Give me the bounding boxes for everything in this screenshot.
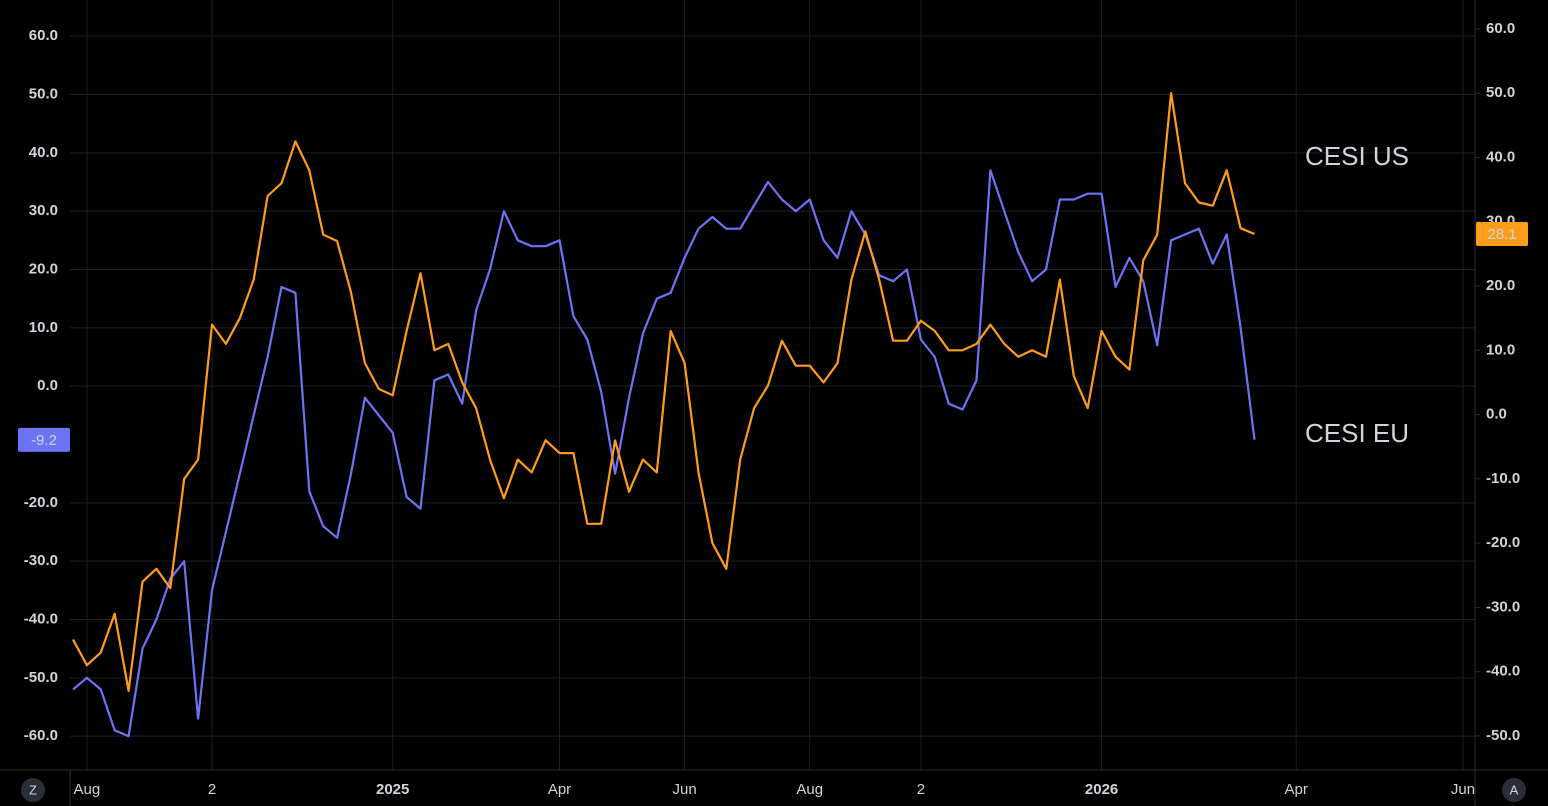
x-tick-label: Jun xyxy=(1451,781,1475,798)
y-tick-label: 10.0 xyxy=(29,319,58,336)
x-tick-label: 2025 xyxy=(376,781,409,798)
x-tick-label: 2 xyxy=(917,781,925,798)
y-tick-label: 40.0 xyxy=(29,144,58,161)
y-tick-label: -50.0 xyxy=(24,669,58,686)
series-label: CESI US xyxy=(1305,141,1409,171)
x-tick-label: 2 xyxy=(208,781,216,798)
y2-tick-label: 10.0 xyxy=(1486,341,1515,358)
last-value-badge xyxy=(18,427,70,452)
y2-tick-label: -20.0 xyxy=(1486,534,1520,551)
y2-tick-label: -40.0 xyxy=(1486,663,1520,680)
y2-tick-label: -10.0 xyxy=(1486,470,1520,487)
y2-tick-label: -30.0 xyxy=(1486,598,1520,615)
corner-button[interactable]: Z xyxy=(21,778,45,802)
corner-button-bg xyxy=(1502,778,1526,802)
corner-button[interactable]: A xyxy=(1502,778,1526,802)
corner-button-label: Z xyxy=(29,782,37,797)
y-tick-label: 60.0 xyxy=(29,27,58,44)
y-tick-label: -30.0 xyxy=(24,552,58,569)
last-value-label: -9.2 xyxy=(31,432,57,449)
y-tick-label: 50.0 xyxy=(29,85,58,102)
y-tick-label: -20.0 xyxy=(24,494,58,511)
y-tick-label: 0.0 xyxy=(37,377,58,394)
corner-button-bg xyxy=(21,778,45,802)
series-line xyxy=(72,169,1256,738)
y-tick-label: -40.0 xyxy=(24,610,58,627)
series-line xyxy=(72,92,1255,692)
x-tick-label: Apr xyxy=(548,781,571,798)
y2-tick-label: 40.0 xyxy=(1486,148,1515,165)
x-tick-label: Jun xyxy=(673,781,697,798)
y2-tick-label: 20.0 xyxy=(1486,277,1515,294)
x-tick-label: Aug xyxy=(796,781,823,798)
x-tick-label: 2026 xyxy=(1085,781,1118,798)
x-tick-label: Aug xyxy=(74,781,101,798)
x-tick-label: Apr xyxy=(1285,781,1308,798)
y2-tick-label: 50.0 xyxy=(1486,84,1515,101)
corner-button-label: A xyxy=(1510,782,1519,797)
y-tick-label: -60.0 xyxy=(24,727,58,744)
series-label: CESI EU xyxy=(1305,418,1409,448)
y-tick-label: 30.0 xyxy=(29,202,58,219)
y-tick-label: 20.0 xyxy=(29,260,58,277)
y2-tick-label: -50.0 xyxy=(1486,727,1520,744)
y2-tick-label: 0.0 xyxy=(1486,406,1507,423)
y2-tick-label: 60.0 xyxy=(1486,20,1515,37)
last-value-badge xyxy=(1476,221,1528,246)
last-value-label: 28.1 xyxy=(1487,226,1516,243)
